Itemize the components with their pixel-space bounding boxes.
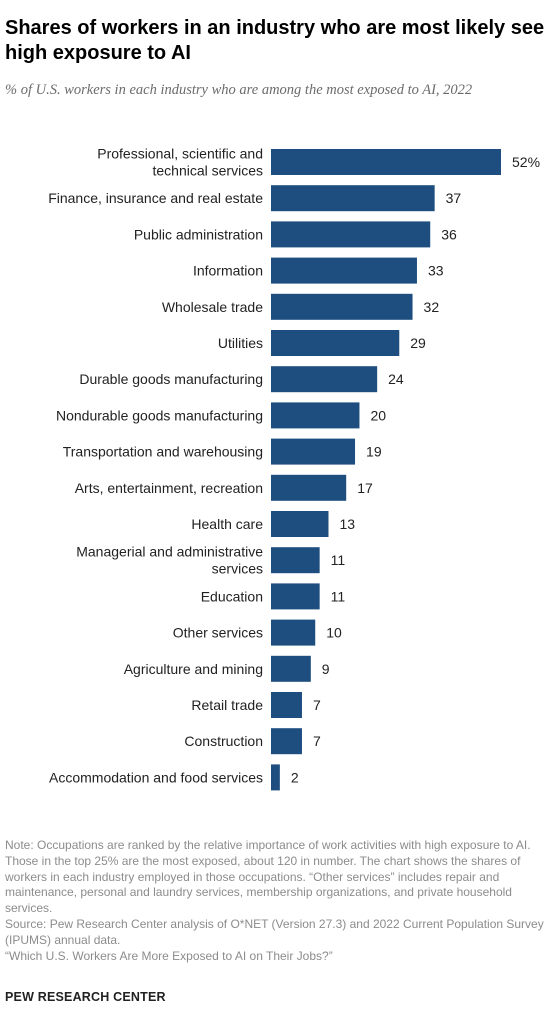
bar xyxy=(271,728,302,755)
data-label: 17 xyxy=(357,480,373,496)
data-label: 7 xyxy=(313,697,321,713)
category-label: Professional, scientific and technical se… xyxy=(97,146,263,179)
category-label: Construction xyxy=(184,733,263,749)
data-label: 52% xyxy=(512,154,540,170)
data-label: 11 xyxy=(331,552,346,568)
data-label: 2 xyxy=(291,769,299,785)
data-label: 7 xyxy=(313,733,321,749)
category-label: Public administration xyxy=(134,226,263,242)
category-label: Retail trade xyxy=(191,697,263,713)
bar xyxy=(271,402,360,429)
report-title: “Which U.S. Workers Are More Exposed to … xyxy=(5,948,333,963)
category-label: Accommodation and food services xyxy=(49,769,263,785)
data-label: 37 xyxy=(446,190,462,206)
bar xyxy=(271,293,413,320)
data-label: 29 xyxy=(410,335,426,351)
data-label: 11 xyxy=(331,588,346,604)
category-label: Nondurable goods manufacturing xyxy=(56,407,263,423)
bar xyxy=(271,185,435,212)
data-label: 10 xyxy=(326,625,342,641)
category-label: Agriculture and mining xyxy=(124,661,263,677)
data-label: 13 xyxy=(340,516,356,532)
category-label: Durable goods manufacturing xyxy=(79,371,263,387)
data-label: 19 xyxy=(366,444,382,460)
category-label: Wholesale trade xyxy=(162,299,263,315)
category-label: Education xyxy=(201,588,263,604)
category-label: Health care xyxy=(191,516,263,532)
bar xyxy=(271,692,302,718)
data-label: 9 xyxy=(322,661,330,677)
data-label: 24 xyxy=(388,371,404,387)
source-text: Source: Pew Research Center analysis of … xyxy=(5,916,544,947)
bar xyxy=(271,438,356,465)
bar xyxy=(271,764,280,791)
bar xyxy=(271,547,320,574)
category-label: Utilities xyxy=(218,335,263,351)
bar xyxy=(271,330,400,356)
data-label: 32 xyxy=(424,299,440,315)
bar xyxy=(271,583,320,610)
chart-notes: Note: Occupations are ranked by the rela… xyxy=(5,838,545,964)
bar xyxy=(271,366,378,393)
note-text: Note: Occupations are ranked by the rela… xyxy=(5,838,531,916)
data-label: 33 xyxy=(428,263,444,279)
brand-logo-text: PEW RESEARCH CENTER xyxy=(5,990,166,1004)
bar xyxy=(271,221,431,248)
bar xyxy=(271,619,316,646)
chart-subtitle: % of U.S. workers in each industry who a… xyxy=(5,82,473,98)
chart-title: Shares of workers in an industry who are… xyxy=(5,17,545,64)
bar xyxy=(271,149,501,175)
bar xyxy=(271,474,347,501)
data-label: 20 xyxy=(370,407,386,423)
category-label: Information xyxy=(193,263,263,279)
category-label: Managerial and administrative services xyxy=(76,544,263,577)
bar-chart: 52% Professional, scientific and technical… xyxy=(48,146,540,791)
category-label: Finance, insurance and real estate xyxy=(48,190,263,206)
bar xyxy=(271,257,417,284)
category-label: Other services xyxy=(173,625,263,641)
data-label: 36 xyxy=(441,226,457,242)
bar xyxy=(271,655,311,682)
bar xyxy=(271,511,329,537)
category-label: Transportation and warehousing xyxy=(63,444,263,460)
category-label: Arts, entertainment, recreation xyxy=(75,480,263,496)
